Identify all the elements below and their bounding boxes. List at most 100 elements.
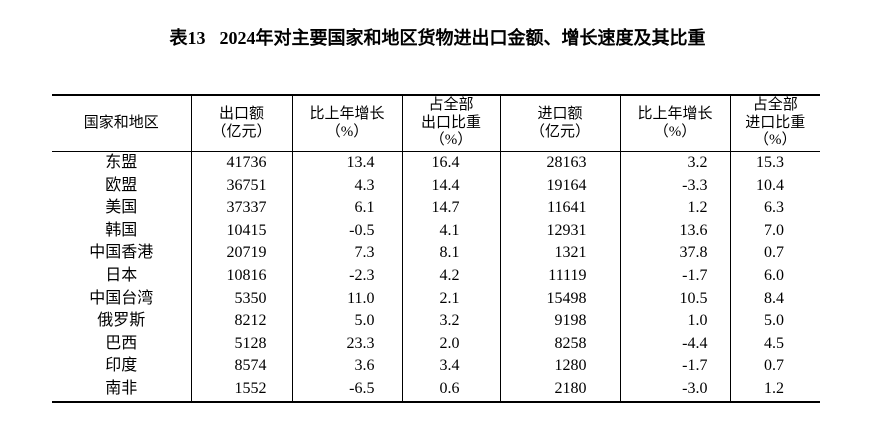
cell-export-value: 36751 (191, 174, 293, 198)
cell-import-growth: 13.6 (620, 219, 731, 243)
cell-import-share: 5.0 (764, 312, 784, 330)
header-row: 国家和地区 出口额 （亿元） 比上年增长 （%） 占全部 出口比重 （%） 进口… (52, 95, 820, 152)
cell-region: 中国香港 (52, 242, 192, 265)
cell-import-share: 7.0 (764, 221, 784, 239)
cell-export-growth: -6.5 (292, 377, 403, 402)
cell-export-growth: 11.0 (292, 287, 403, 311)
cell-import-share: 15.3 (756, 154, 784, 171)
cell-export-share: 4.2 (402, 264, 501, 288)
cell-import-value: 15498 (500, 287, 621, 311)
cell-region: 巴西 (52, 332, 192, 356)
cell-import-share: 6.0 (764, 266, 784, 284)
cell-import-growth: -4.4 (620, 332, 731, 356)
cell-region: 南非 (52, 377, 192, 402)
cell-import-growth: 3.2 (620, 151, 731, 175)
table-row: 欧盟 36751 4.3 14.4 19164 -3.3 10.4 (52, 174, 820, 198)
cell-region: 美国 (52, 197, 192, 220)
table-title: 表13 2024年对主要国家和地区货物进出口金额、增长速度及其比重 (0, 24, 875, 50)
col-header-export-share: 占全部 出口比重 （%） (402, 95, 501, 152)
col-header-import-value: 进口额 （亿元） (500, 95, 621, 152)
trade-table: 国家和地区 出口额 （亿元） 比上年增长 （%） 占全部 出口比重 （%） 进口… (52, 94, 820, 403)
table-row: 俄罗斯 8212 5.0 3.2 9198 1.0 5.0 (52, 310, 820, 333)
table-row: 韩国 10415 -0.5 4.1 12931 13.6 7.0 (52, 219, 820, 243)
cell-export-growth: 5.0 (292, 310, 403, 333)
cell-export-value: 8212 (191, 310, 293, 333)
cell-export-share: 0.6 (402, 377, 501, 402)
table-row: 印度 8574 3.6 3.4 1280 -1.7 0.7 (52, 355, 820, 378)
cell-export-value: 5350 (191, 287, 293, 311)
cell-region: 欧盟 (52, 174, 192, 198)
cell-export-growth: -0.5 (292, 219, 403, 243)
cell-import-growth: 37.8 (620, 242, 731, 265)
cell-export-value: 5128 (191, 332, 293, 356)
cell-export-growth: 6.1 (292, 197, 403, 220)
table-row: 巴西 5128 23.3 2.0 8258 -4.4 4.5 (52, 332, 820, 356)
cell-import-value: 12931 (500, 219, 621, 243)
cell-export-growth: 3.6 (292, 355, 403, 378)
cell-export-share: 3.4 (402, 355, 501, 378)
cell-region: 印度 (52, 355, 192, 378)
cell-import-growth: -3.0 (620, 377, 731, 402)
cell-export-value: 8574 (191, 355, 293, 378)
cell-export-share: 3.2 (402, 310, 501, 333)
table-row: 美国 37337 6.1 14.7 11641 1.2 6.3 (52, 197, 820, 220)
cell-export-share: 4.1 (402, 219, 501, 243)
cell-region: 中国台湾 (52, 287, 192, 311)
cell-export-value: 1552 (191, 377, 293, 402)
cell-import-share: 10.4 (756, 176, 784, 194)
cell-region: 韩国 (52, 219, 192, 243)
table-row: 日本 10816 -2.3 4.2 11119 -1.7 6.0 (52, 264, 820, 288)
cell-export-share: 8.1 (402, 242, 501, 265)
cell-region: 日本 (52, 264, 192, 288)
cell-import-value: 2180 (500, 377, 621, 402)
cell-export-growth: 7.3 (292, 242, 403, 265)
cell-import-value: 11119 (500, 264, 621, 288)
cell-export-share: 14.7 (402, 197, 501, 220)
cell-export-share: 16.4 (402, 151, 501, 175)
col-header-region: 国家和地区 (52, 95, 192, 152)
cell-import-share: 6.3 (764, 199, 784, 217)
cell-export-growth: 23.3 (292, 332, 403, 356)
cell-import-growth: 10.5 (620, 287, 731, 311)
table-title-text: 2024年对主要国家和地区货物进出口金额、增长速度及其比重 (219, 28, 706, 48)
cell-import-share: 1.2 (764, 379, 784, 397)
cell-export-value: 37337 (191, 197, 293, 220)
table-row: 东盟 41736 13.4 16.4 28163 3.2 15.3 (52, 151, 820, 175)
cell-import-share: 4.5 (764, 334, 784, 352)
cell-import-share: 8.4 (764, 289, 784, 307)
cell-export-growth: -2.3 (292, 264, 403, 288)
cell-export-value: 41736 (191, 151, 293, 175)
cell-export-share: 2.1 (402, 287, 501, 311)
cell-import-growth: -1.7 (620, 264, 731, 288)
table-row: 南非 1552 -6.5 0.6 2180 -3.0 1.2 (52, 377, 820, 402)
cell-region: 俄罗斯 (52, 310, 192, 333)
cell-export-value: 20719 (191, 242, 293, 265)
cell-import-value: 1280 (500, 355, 621, 378)
cell-import-growth: 1.2 (620, 197, 731, 220)
table-number: 表13 (169, 28, 206, 48)
col-header-export-value: 出口额 （亿元） (191, 95, 293, 152)
cell-region: 东盟 (52, 151, 192, 175)
cell-import-share: 0.7 (764, 357, 784, 375)
cell-import-growth: -1.7 (620, 355, 731, 378)
cell-export-growth: 13.4 (292, 151, 403, 175)
cell-import-value: 19164 (500, 174, 621, 198)
table-row: 中国台湾 5350 11.0 2.1 15498 10.5 8.4 (52, 287, 820, 311)
table-header: 国家和地区 出口额 （亿元） 比上年增长 （%） 占全部 出口比重 （%） 进口… (52, 95, 820, 152)
cell-export-value: 10415 (191, 219, 293, 243)
cell-export-value: 10816 (191, 264, 293, 288)
cell-export-growth: 4.3 (292, 174, 403, 198)
cell-import-value: 1321 (500, 242, 621, 265)
cell-import-growth: 1.0 (620, 310, 731, 333)
cell-import-value: 8258 (500, 332, 621, 356)
table-row: 中国香港 20719 7.3 8.1 1321 37.8 0.7 (52, 242, 820, 265)
table-body: 东盟 41736 13.4 16.4 28163 3.2 15.3 欧盟 36751 4.3 14.… (52, 151, 820, 402)
cell-import-growth: -3.3 (620, 174, 731, 198)
cell-export-share: 2.0 (402, 332, 501, 356)
cell-import-value: 28163 (500, 151, 621, 175)
cell-export-share: 14.4 (402, 174, 501, 198)
cell-import-value: 9198 (500, 310, 621, 333)
cell-import-value: 11641 (500, 197, 621, 220)
col-header-import-share: 占全部 进口比重 （%） (730, 95, 820, 152)
